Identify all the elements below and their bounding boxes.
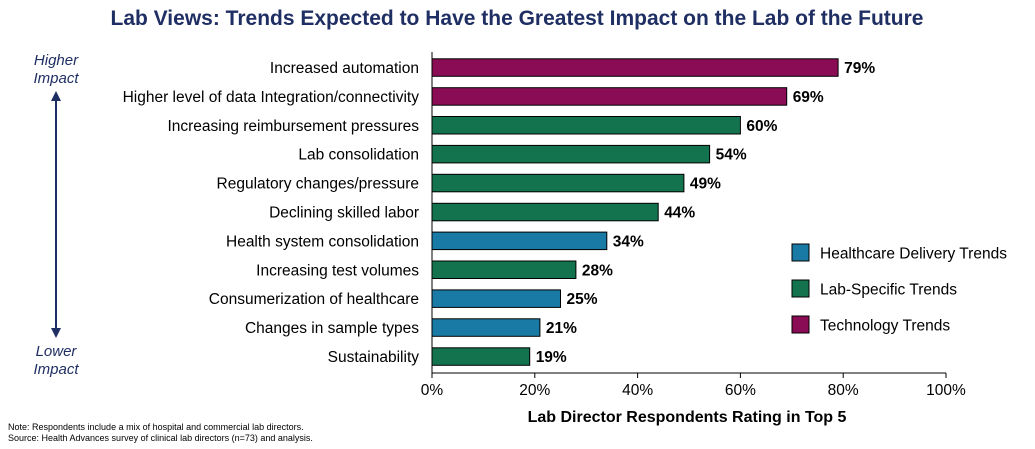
impact-arrow-down-head xyxy=(51,328,61,338)
category-label: Consumerization of healthcare xyxy=(209,291,419,308)
category-labels: Increased automation Higher level of data… xyxy=(123,60,420,366)
category-label: Increasing reimbursement pressures xyxy=(167,118,419,135)
legend-label: Healthcare Delivery Trends xyxy=(820,246,1007,263)
legend-swatch xyxy=(791,315,810,334)
bar xyxy=(431,260,577,279)
x-tick-label: 20% xyxy=(519,382,550,399)
data-label: 44% xyxy=(664,205,695,222)
category-label: Sustainability xyxy=(328,349,420,366)
data-label: 69% xyxy=(793,89,824,106)
lower-impact-label-line1: Lower xyxy=(36,343,78,360)
x-tick-label: 100% xyxy=(926,382,966,399)
chart-title: Lab Views: Trends Expected to Have the G… xyxy=(111,7,924,30)
axes: 0% 20% 40% 60% 80% 100% xyxy=(421,52,966,399)
data-label: 54% xyxy=(716,147,747,164)
x-tick-label: 0% xyxy=(421,382,444,399)
higher-impact-label-line2: Impact xyxy=(33,70,79,87)
category-label: Declining skilled labor xyxy=(269,205,419,222)
legend-label: Lab-Specific Trends xyxy=(820,282,957,299)
bar xyxy=(431,318,541,337)
legend-swatch xyxy=(791,243,810,262)
bar xyxy=(431,58,839,77)
impact-arrow-up-head xyxy=(51,91,61,101)
bar xyxy=(431,202,659,222)
legend-label: Technology Trends xyxy=(820,318,950,335)
data-label: 19% xyxy=(536,349,567,366)
bar xyxy=(431,173,685,193)
data-label: 21% xyxy=(546,320,577,337)
bar xyxy=(431,289,561,308)
bar xyxy=(431,231,608,251)
x-axis-label: Lab Director Respondents Rating in Top 5 xyxy=(528,409,847,426)
legend-swatch xyxy=(791,279,810,298)
higher-impact-label-line1: Higher xyxy=(34,52,79,69)
impact-scale: Higher Impact Lower Impact xyxy=(33,52,79,378)
bar xyxy=(431,144,711,164)
legend: Healthcare Delivery Trends Lab-Specific T… xyxy=(791,243,1007,335)
category-label: Health system consolidation xyxy=(226,233,419,250)
bars xyxy=(431,58,839,366)
footnote-note: Note: Respondents include a mix of hospi… xyxy=(8,422,304,432)
footnote-source: Source: Health Advances survey of clinic… xyxy=(8,433,313,443)
category-label: Changes in sample types xyxy=(245,320,419,337)
category-label: Increased automation xyxy=(270,60,419,77)
x-tick-label: 40% xyxy=(622,382,653,399)
category-label: Higher level of data Integration/connect… xyxy=(123,89,420,106)
data-label: 34% xyxy=(613,233,644,250)
data-label: 28% xyxy=(582,262,613,279)
bar xyxy=(431,87,788,106)
value-labels: 79% 69% 60% 54% 49% 44% 34%28% 25% 21% 19% xyxy=(536,60,876,366)
data-label: 49% xyxy=(690,176,721,193)
data-label: 25% xyxy=(567,291,598,308)
bar xyxy=(431,347,531,366)
data-label: 60% xyxy=(746,118,777,135)
category-label: Regulatory changes/pressure xyxy=(217,176,419,193)
category-label: Lab consolidation xyxy=(298,147,419,164)
data-label: 79% xyxy=(844,60,875,77)
x-tick-label: 80% xyxy=(828,382,859,399)
lower-impact-label-line2: Impact xyxy=(33,361,79,378)
x-tick-label: 60% xyxy=(725,382,756,399)
category-label: Increasing test volumes xyxy=(256,262,419,279)
bar xyxy=(431,116,741,135)
